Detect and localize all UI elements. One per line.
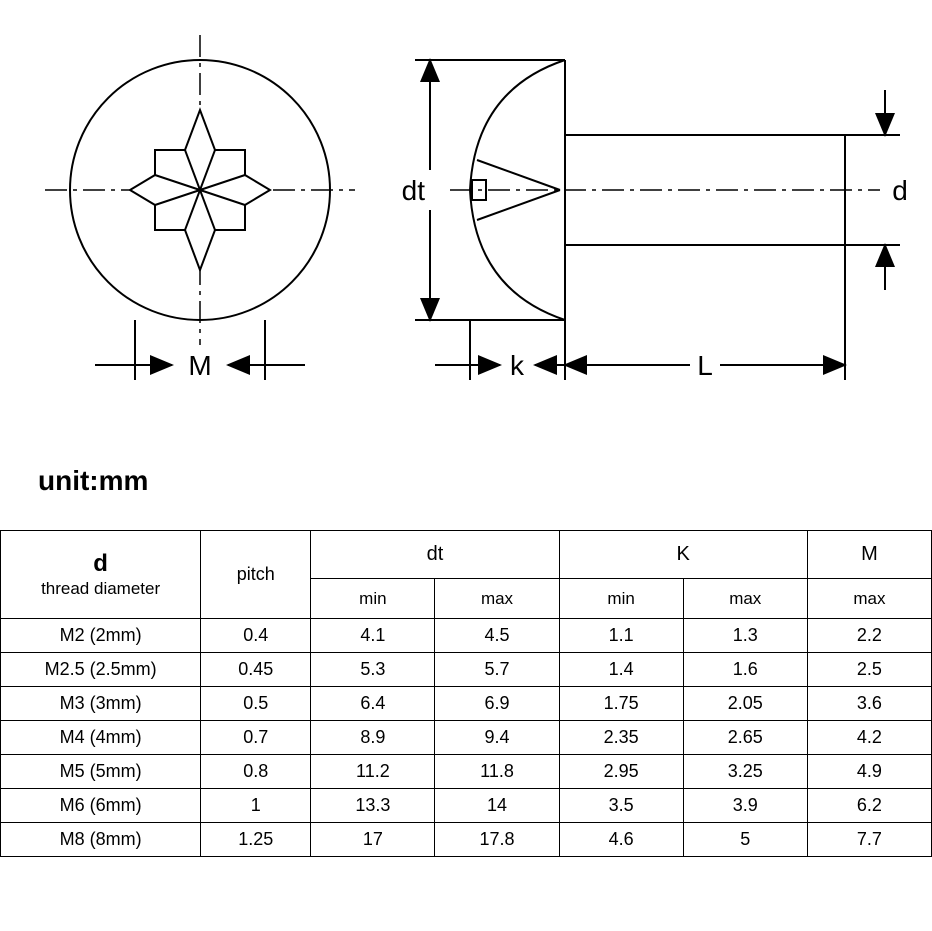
cell-kmin: 4.6 [559, 823, 683, 857]
label-dt: dt [402, 175, 426, 206]
cell-label: M2.5 (2.5mm) [1, 653, 201, 687]
cell-dtmin: 17 [311, 823, 435, 857]
cell-dtmin: 11.2 [311, 755, 435, 789]
cell-dtmax: 11.8 [435, 755, 559, 789]
cell-kmax: 3.9 [683, 789, 807, 823]
cell-mmax: 2.5 [807, 653, 931, 687]
cell-dtmin: 8.9 [311, 721, 435, 755]
cell-kmin: 1.75 [559, 687, 683, 721]
table-row: M2.5 (2.5mm) 0.45 5.3 5.7 1.4 1.6 2.5 [1, 653, 932, 687]
page-root: M [0, 0, 932, 931]
cell-dtmax: 9.4 [435, 721, 559, 755]
spec-table-wrap: d thread diameter pitch dt K M min max m… [0, 530, 932, 857]
cell-pitch: 1.25 [201, 823, 311, 857]
cell-label: M8 (8mm) [1, 823, 201, 857]
top-view: M [45, 35, 355, 381]
spec-table: d thread diameter pitch dt K M min max m… [0, 530, 932, 857]
table-row: M6 (6mm) 1 13.3 14 3.5 3.9 6.2 [1, 789, 932, 823]
label-L: L [697, 350, 713, 381]
cell-kmax: 2.65 [683, 721, 807, 755]
cell-mmax: 7.7 [807, 823, 931, 857]
col-dt: dt [311, 531, 559, 579]
label-M: M [188, 350, 211, 381]
cell-label: M6 (6mm) [1, 789, 201, 823]
col-d-main: d [7, 550, 194, 579]
cell-pitch: 0.5 [201, 687, 311, 721]
cell-kmin: 1.4 [559, 653, 683, 687]
cell-dtmax: 14 [435, 789, 559, 823]
col-M: M [807, 531, 931, 579]
table-row: M5 (5mm) 0.8 11.2 11.8 2.95 3.25 4.9 [1, 755, 932, 789]
cell-mmax: 4.2 [807, 721, 931, 755]
spec-table-body: M2 (2mm) 0.4 4.1 4.5 1.1 1.3 2.2 M2.5 (2… [1, 619, 932, 857]
cell-label: M3 (3mm) [1, 687, 201, 721]
screw-diagram: M [0, 20, 932, 440]
cell-mmax: 2.2 [807, 619, 931, 653]
col-k-max: max [683, 579, 807, 619]
cell-pitch: 0.4 [201, 619, 311, 653]
cell-dtmin: 13.3 [311, 789, 435, 823]
cell-pitch: 0.7 [201, 721, 311, 755]
screw-svg: M [0, 20, 932, 440]
col-pitch: pitch [201, 531, 311, 619]
col-m-max: max [807, 579, 931, 619]
col-d: d thread diameter [1, 531, 201, 619]
cell-dtmin: 4.1 [311, 619, 435, 653]
cell-label: M5 (5mm) [1, 755, 201, 789]
cell-kmin: 3.5 [559, 789, 683, 823]
cell-kmax: 2.05 [683, 687, 807, 721]
cell-dtmax: 4.5 [435, 619, 559, 653]
col-dt-max: max [435, 579, 559, 619]
cell-mmax: 6.2 [807, 789, 931, 823]
table-row: M8 (8mm) 1.25 17 17.8 4.6 5 7.7 [1, 823, 932, 857]
cell-dtmax: 5.7 [435, 653, 559, 687]
table-row: M3 (3mm) 0.5 6.4 6.9 1.75 2.05 3.6 [1, 687, 932, 721]
label-d: d [892, 175, 908, 206]
cell-dtmax: 17.8 [435, 823, 559, 857]
label-k: k [510, 350, 525, 381]
cell-dtmax: 6.9 [435, 687, 559, 721]
cell-pitch: 0.45 [201, 653, 311, 687]
side-view: dt d k L [402, 60, 908, 381]
cell-mmax: 3.6 [807, 687, 931, 721]
cell-label: M2 (2mm) [1, 619, 201, 653]
col-k-min: min [559, 579, 683, 619]
cell-pitch: 1 [201, 789, 311, 823]
cell-dtmin: 5.3 [311, 653, 435, 687]
table-row: M2 (2mm) 0.4 4.1 4.5 1.1 1.3 2.2 [1, 619, 932, 653]
cell-kmax: 1.3 [683, 619, 807, 653]
table-row: M4 (4mm) 0.7 8.9 9.4 2.35 2.65 4.2 [1, 721, 932, 755]
cell-kmax: 3.25 [683, 755, 807, 789]
cell-kmin: 2.95 [559, 755, 683, 789]
cell-kmax: 5 [683, 823, 807, 857]
cell-kmax: 1.6 [683, 653, 807, 687]
cell-kmin: 2.35 [559, 721, 683, 755]
cell-pitch: 0.8 [201, 755, 311, 789]
cell-dtmin: 6.4 [311, 687, 435, 721]
col-dt-min: min [311, 579, 435, 619]
col-d-sub: thread diameter [7, 579, 194, 599]
col-K: K [559, 531, 807, 579]
cell-label: M4 (4mm) [1, 721, 201, 755]
cell-kmin: 1.1 [559, 619, 683, 653]
unit-label: unit:mm [38, 465, 148, 497]
cell-mmax: 4.9 [807, 755, 931, 789]
